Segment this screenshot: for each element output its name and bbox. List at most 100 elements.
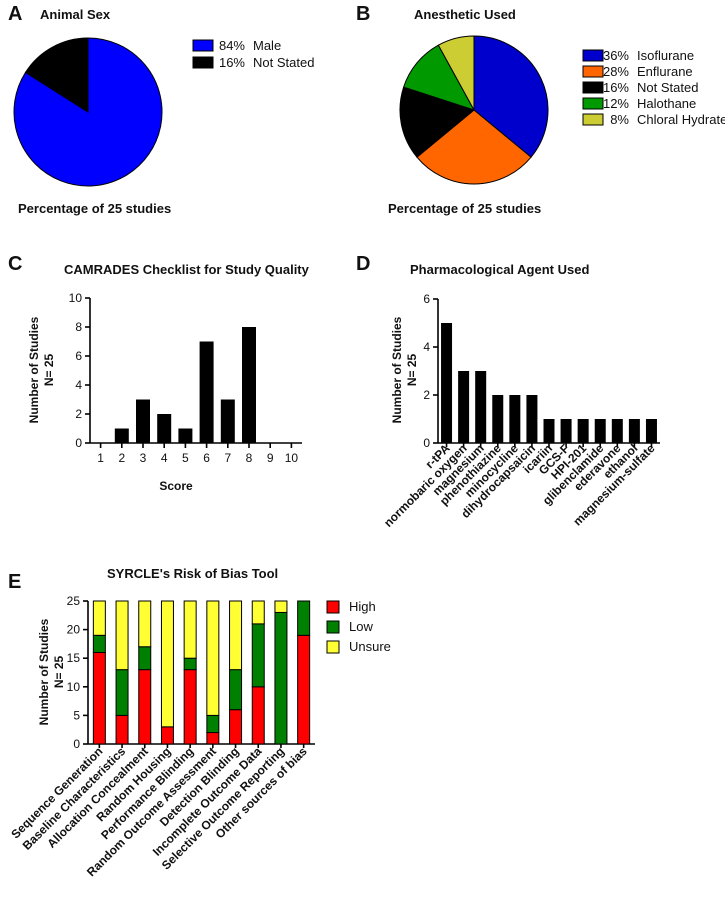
chart-e-bar-9-low	[297, 600, 311, 636]
chart-b-slice-2	[399, 86, 476, 158]
chart-c-y-tick-label-5: 10	[69, 291, 83, 305]
chart-b-legend-label-2: Not Stated	[637, 80, 698, 95]
chart-c-ylabel-line1: Number of Studies	[27, 316, 41, 423]
chart-c-x-tick-label-6: 7	[224, 451, 231, 465]
chart-c-bar-3	[157, 414, 172, 443]
chart-e-bar-1-unsure	[115, 600, 129, 671]
chart-a-caption: Percentage of 25 studies	[18, 201, 171, 216]
chart-e-bar-7-low	[251, 623, 265, 688]
panel-label-a: A	[8, 3, 22, 25]
chart-e-bar-1-high	[115, 714, 129, 745]
chart-b-legend-pct-2: 16%	[603, 80, 629, 95]
chart-b-legend-swatch-0	[582, 49, 604, 62]
chart-e-title: SYRCLE's Risk of Bias Tool	[107, 566, 278, 581]
chart-e-bar-4-low	[183, 657, 197, 671]
chart-e-bar-4-unsure	[183, 600, 197, 659]
chart-c-x-tick-label-7: 8	[246, 451, 253, 465]
panel-label-d: D	[356, 253, 370, 275]
chart-d-bar-10	[611, 419, 623, 443]
chart-e-ylabel-line1: Number of Studies	[37, 618, 51, 725]
chart-c-bar-6	[220, 399, 235, 443]
chart-e-bar-6-unsure	[229, 600, 243, 671]
chart-e-legend-swatch-1	[326, 620, 340, 634]
chart-b-slice-4	[437, 35, 475, 111]
chart-a-slice-1	[24, 37, 89, 113]
chart-e-y-tick-label-1: 5	[73, 708, 80, 722]
chart-d-bar-2	[475, 371, 487, 443]
chart-b-legend-label-1: Enflurane	[637, 64, 693, 79]
chart-e-bar-2-unsure	[138, 600, 152, 648]
chart-b-title: Anesthetic Used	[414, 7, 516, 22]
panel-label-c: C	[8, 253, 22, 275]
chart-e-bar-4-high	[183, 669, 197, 745]
chart-e-legend-swatch-2	[326, 640, 340, 654]
chart-c-x-tick-label-8: 9	[267, 451, 274, 465]
chart-c-x-tick-label-4: 5	[182, 451, 189, 465]
chart-d-y-tick-label-0: 0	[423, 436, 430, 450]
chart-d-bar-6	[543, 419, 555, 443]
chart-d-y-tick-label-1: 2	[423, 388, 430, 402]
chart-e-bar-5-high	[206, 732, 220, 745]
chart-b-legend-pct-0: 36%	[603, 48, 629, 63]
chart-e-bar-7-high	[251, 686, 265, 745]
chart-c-y-tick-label-2: 4	[75, 378, 82, 392]
chart-e-bar-2-high	[138, 669, 152, 745]
chart-b-legend-label-0: Isoflurane	[637, 48, 694, 63]
chart-e-y-tick-label-4: 20	[67, 623, 81, 637]
chart-e-bar-1-low	[115, 669, 129, 716]
chart-d-bar-5	[526, 395, 538, 443]
chart-d-bar-3	[492, 395, 504, 443]
chart-e-y-tick-label-5: 25	[67, 594, 81, 608]
chart-d-ylabel-line2: N= 25	[405, 353, 419, 386]
chart-e-bar-8-unsure	[274, 600, 288, 613]
chart-e-y-tick-label-3: 15	[67, 651, 81, 665]
chart-a-title: Animal Sex	[40, 7, 111, 22]
chart-c-title: CAMRADES Checklist for Study Quality	[64, 262, 310, 277]
chart-e-legend-swatch-0	[326, 600, 340, 614]
chart-e-ylabel-line2: N= 25	[52, 655, 66, 688]
chart-e-y-tick-label-0: 0	[73, 737, 80, 751]
chart-e-bar-5-unsure	[206, 600, 220, 716]
chart-d-y-tick-label-2: 4	[423, 340, 430, 354]
chart-d-bar-4	[509, 395, 521, 443]
chart-e-bar-6-high	[229, 709, 243, 745]
chart-b-caption: Percentage of 25 studies	[388, 201, 541, 216]
chart-e-bar-7-unsure	[251, 600, 265, 625]
chart-e-bar-0-low	[92, 634, 106, 653]
chart-d-ylabel-line1: Number of Studies	[390, 316, 404, 423]
chart-c-x-tick-label-1: 2	[118, 451, 125, 465]
chart-e-x-tick-label-0: Sequence Generation	[8, 744, 105, 841]
chart-e-bar-0-high	[92, 651, 106, 745]
chart-b-slice-1	[416, 109, 532, 185]
chart-c-x-tick-label-3: 4	[161, 451, 168, 465]
chart-b-legend-swatch-2	[582, 81, 604, 94]
chart-b-legend-pct-1: 28%	[603, 64, 629, 79]
chart-e-legend-label-0: High	[349, 599, 376, 614]
chart-e-bar-0-unsure	[92, 600, 106, 636]
chart-b-legend-swatch-4	[582, 113, 604, 126]
chart-d-bar-1	[458, 371, 470, 443]
chart-a-legend-pct-0: 84%	[219, 38, 245, 53]
panel-label-b: B	[356, 3, 370, 25]
chart-c-x-tick-label-9: 10	[285, 451, 299, 465]
chart-c-bar-4	[178, 428, 193, 443]
chart-e-legend-label-1: Low	[349, 619, 373, 634]
chart-a-legend-label-1: Not Stated	[253, 55, 314, 70]
chart-d-bar-11	[628, 419, 640, 443]
chart-d-bar-12	[645, 419, 657, 443]
chart-b-legend-pct-4: 8%	[610, 112, 629, 127]
chart-c-y-tick-label-4: 8	[75, 320, 82, 334]
chart-c-bar-7	[242, 327, 256, 443]
chart-e-bar-8-low	[274, 611, 288, 745]
chart-d-bar-8	[577, 419, 589, 443]
chart-d-title: Pharmacological Agent Used	[410, 262, 589, 277]
chart-e-bar-9-high	[297, 634, 311, 745]
chart-c-x-tick-label-0: 1	[97, 451, 104, 465]
chart-e-bar-3-high	[160, 726, 174, 745]
chart-c-y-tick-label-1: 2	[75, 407, 82, 421]
chart-c-bar-2	[136, 399, 150, 443]
chart-e-bar-2-low	[138, 646, 152, 671]
chart-c-ylabel-line2: N= 25	[42, 353, 56, 386]
